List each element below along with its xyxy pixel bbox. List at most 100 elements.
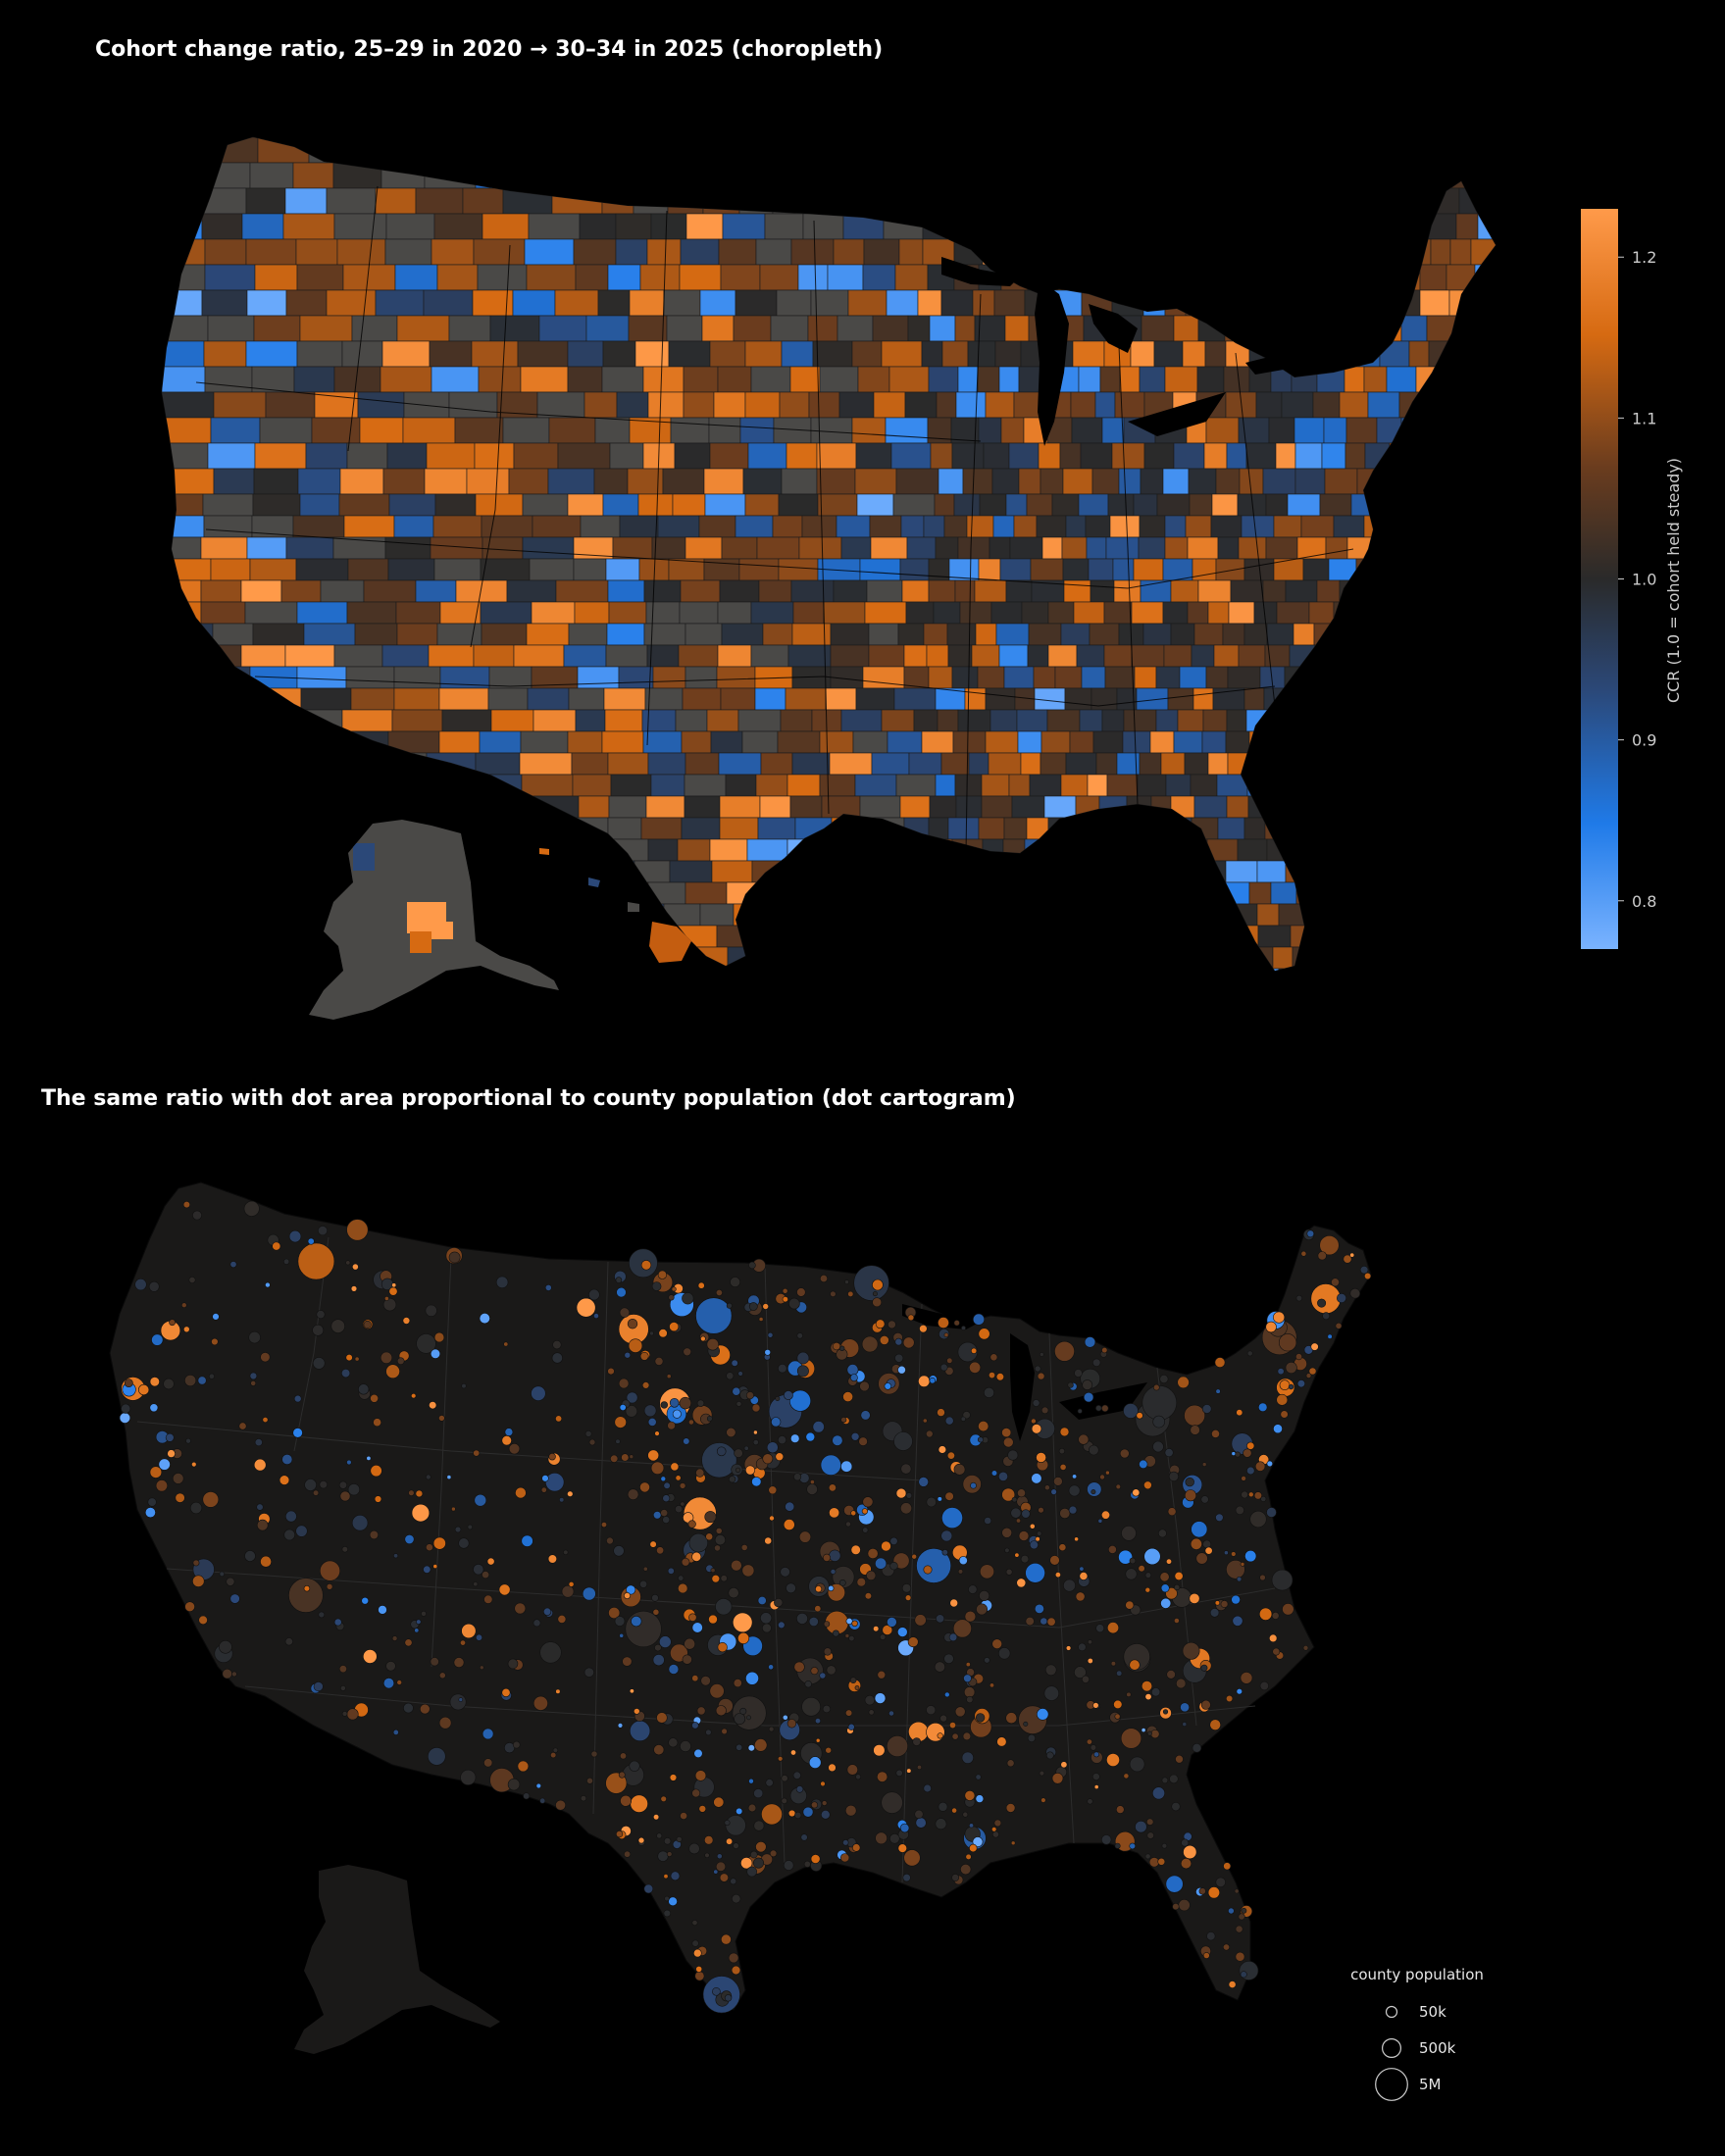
county-cell [1152, 238, 1183, 266]
county-cell [341, 709, 393, 732]
county-cell [1268, 417, 1295, 444]
county-dot [507, 1778, 521, 1791]
county-cell [1204, 213, 1227, 240]
county-cell [1354, 968, 1388, 971]
county-dot [937, 1732, 943, 1739]
county-cell [1003, 817, 1028, 840]
county-dot [515, 1486, 527, 1499]
county-cell [1049, 903, 1082, 927]
county-dot [864, 1592, 873, 1600]
county-dot [1018, 1530, 1030, 1541]
county-dot [1017, 1488, 1026, 1498]
county-dot [212, 1313, 220, 1321]
county-cell [957, 536, 990, 560]
county-cell [519, 925, 561, 948]
county-cell [993, 289, 1026, 317]
county-dot [943, 1332, 949, 1337]
county-dot [1095, 1624, 1105, 1633]
county-dot [119, 1412, 131, 1424]
county-cell [759, 795, 791, 819]
county-dot [297, 1242, 335, 1280]
county-dot [498, 1583, 511, 1596]
county-cell [1456, 536, 1479, 560]
county-cell [607, 752, 649, 776]
county-cell [1029, 774, 1062, 797]
county-dot [1166, 1670, 1176, 1680]
county-dot [970, 1481, 977, 1489]
county-dot [1182, 1722, 1188, 1727]
county-cell [1425, 417, 1447, 444]
county-cell [1402, 493, 1434, 517]
county-cell [1426, 536, 1458, 560]
county-cell [603, 687, 646, 711]
county-cell [1419, 264, 1447, 291]
county-dot [668, 1664, 680, 1675]
county-dot [886, 1735, 908, 1758]
county-cell [296, 666, 347, 689]
county-cell [1061, 536, 1088, 560]
county-cell [494, 137, 538, 164]
county-cell [526, 623, 570, 646]
county-dot [926, 1705, 937, 1716]
county-cell [1142, 623, 1172, 646]
county-cell [951, 666, 979, 689]
county-dot [265, 1281, 271, 1288]
county-dot [1093, 1784, 1099, 1789]
county-dot [248, 1330, 261, 1344]
county-cell [431, 238, 475, 266]
county-cell [1284, 666, 1314, 689]
county-cell [1395, 730, 1426, 754]
county-cell [833, 238, 865, 266]
county-dot [822, 1553, 831, 1562]
county-cell [513, 442, 559, 470]
county-cell [1254, 315, 1282, 342]
county-cell [854, 774, 897, 797]
county-cell [1386, 968, 1420, 971]
county-cell [320, 579, 365, 603]
county-dot [1039, 1770, 1045, 1777]
county-dot [1235, 1951, 1245, 1962]
county-cell [1395, 289, 1421, 317]
county-dot [715, 1861, 727, 1872]
county-cell [1389, 468, 1413, 495]
county-dot [1175, 1678, 1187, 1689]
county-dot [1159, 1572, 1170, 1582]
county-dot [1231, 1451, 1237, 1456]
county-cell [750, 601, 794, 625]
county-dot [392, 1729, 399, 1735]
county-dot [1200, 1664, 1208, 1672]
county-cell [1286, 752, 1317, 776]
county-cell [1098, 795, 1128, 819]
county-cell [1273, 515, 1302, 538]
county-dot [1014, 1552, 1020, 1558]
county-dot [479, 1665, 484, 1671]
county-cell [1014, 238, 1036, 266]
county-dot [544, 1284, 552, 1291]
county-dot [1001, 1487, 1016, 1502]
county-dot [404, 1638, 413, 1647]
county-cell [685, 666, 718, 689]
county-cell [1434, 558, 1468, 581]
county-cell [502, 417, 550, 444]
county-cell [521, 774, 574, 797]
county-cell [647, 838, 679, 862]
county-cell [567, 366, 603, 393]
alaska-choropleth [309, 820, 559, 1020]
county-cell [836, 515, 871, 538]
county-dot [714, 1544, 721, 1552]
county-dot [1077, 1408, 1083, 1414]
county-dot [923, 1565, 933, 1575]
county-cell [1312, 666, 1344, 689]
county-dot [724, 1820, 731, 1827]
county-dot [1031, 1418, 1037, 1425]
county-cell [212, 623, 254, 646]
county-dot [1113, 1699, 1123, 1709]
county-cell [1157, 925, 1181, 948]
county-cell [992, 515, 1015, 538]
county-cell [585, 315, 630, 342]
county-cell [1472, 946, 1494, 970]
county-cell [475, 162, 521, 189]
county-dot [1010, 1840, 1016, 1846]
county-dot [1322, 1312, 1331, 1321]
